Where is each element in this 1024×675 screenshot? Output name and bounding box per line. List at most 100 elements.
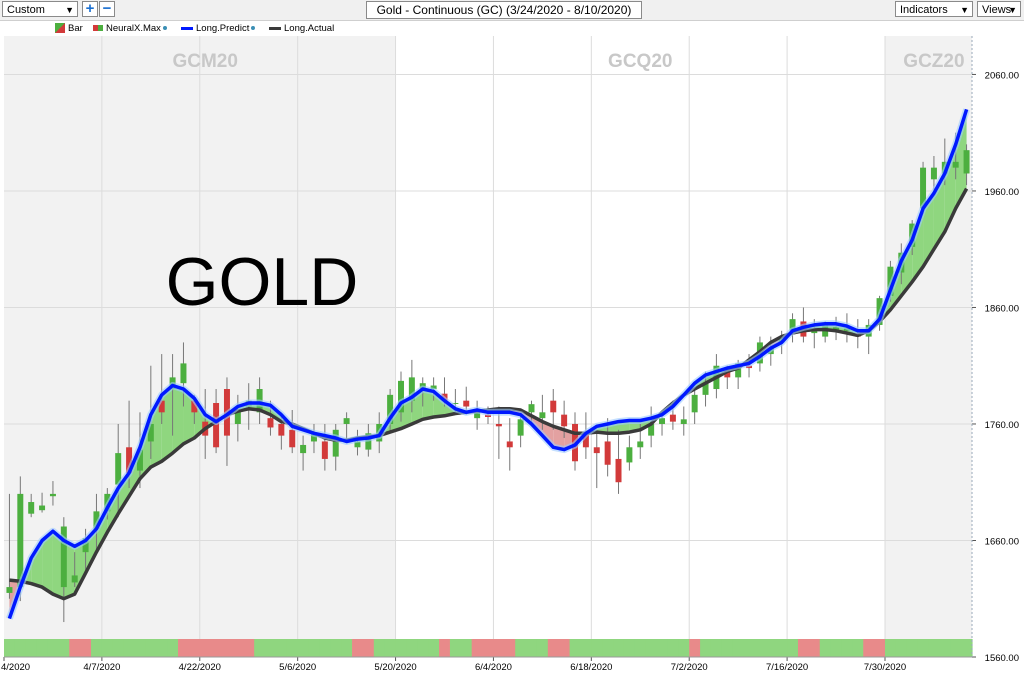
neuralx-cell xyxy=(14,639,27,657)
chevron-down-icon: ▼ xyxy=(960,5,969,15)
legend-item-long-actual[interactable]: Long.Actual xyxy=(269,23,334,34)
y-tick-label: 1960.00 xyxy=(985,187,1019,198)
neuralx-cell xyxy=(906,639,919,657)
neuralx-cell xyxy=(852,639,864,657)
candle-body xyxy=(702,383,709,395)
neuralx-cell xyxy=(134,639,146,657)
neuralx-cell xyxy=(613,639,625,657)
candle-body xyxy=(430,385,437,390)
neuralx-cell xyxy=(91,639,103,657)
candle-body xyxy=(561,414,568,427)
candle-body xyxy=(920,167,927,209)
contract-label: GCQ20 xyxy=(608,51,672,72)
long-predict-line xyxy=(7,108,969,620)
preset-select[interactable]: Custom ▼ xyxy=(2,1,78,17)
settings-dot-icon[interactable] xyxy=(162,26,167,31)
legend-item-long-predict[interactable]: Long.Predict xyxy=(181,23,256,34)
neuralx-cell xyxy=(656,639,669,657)
remove-button[interactable]: − xyxy=(99,1,115,17)
x-tick-label: 4/2020 xyxy=(1,662,30,673)
indicators-select[interactable]: Indicators ▼ xyxy=(895,1,973,17)
neuralx-cell xyxy=(254,639,266,657)
neuralx-cell xyxy=(352,639,364,657)
neuralx-cell xyxy=(841,639,853,657)
neuralx-cell xyxy=(797,639,810,657)
y-tick-label: 1860.00 xyxy=(985,303,1019,314)
neuralx-cell xyxy=(319,639,331,657)
prediction-fill-segment xyxy=(901,239,913,296)
contract-label: GCZ20 xyxy=(903,51,964,72)
candle-body xyxy=(180,363,187,384)
candle-body xyxy=(517,419,524,436)
candle-body xyxy=(310,433,317,442)
candle-body xyxy=(49,493,56,497)
neuralx-cell xyxy=(167,639,179,657)
indicators-select-label: Indicators xyxy=(900,4,948,16)
x-tick-label: 7/30/2020 xyxy=(864,662,906,673)
neuralx-cell xyxy=(504,639,516,657)
candle-body xyxy=(93,511,100,529)
neuralx-cell xyxy=(950,639,962,657)
candle-body xyxy=(550,400,557,413)
candle-body xyxy=(724,371,731,378)
neuralx-cell xyxy=(482,639,495,657)
neuralx-cell xyxy=(145,639,157,657)
bar-icon xyxy=(55,23,65,34)
candle-body xyxy=(28,502,35,514)
neuralx-cell xyxy=(199,639,212,657)
candle-body xyxy=(397,380,404,413)
candle-body xyxy=(82,538,89,553)
neuralx-cell xyxy=(25,639,38,657)
neuralx-cell xyxy=(602,639,614,657)
chevron-down-icon: ▼ xyxy=(1008,5,1017,15)
neuralx-cell xyxy=(710,639,723,657)
prediction-fill-segment xyxy=(923,193,934,267)
neuralx-cell xyxy=(634,639,647,657)
candle-body xyxy=(463,400,470,407)
neuralx-cell xyxy=(297,639,310,657)
neuralx-cell xyxy=(819,639,832,657)
neuralx-cell xyxy=(80,639,92,657)
neuralx-cell xyxy=(884,639,897,657)
neuralx-cell xyxy=(776,639,788,657)
legend-item-neuralx[interactable]: NeuralX.Max xyxy=(93,23,167,34)
candle-body xyxy=(474,412,481,419)
neuralx-cell xyxy=(700,639,712,657)
x-tick-label: 6/4/2020 xyxy=(475,662,512,673)
candle-body xyxy=(71,575,78,583)
neuralx-cell xyxy=(939,639,951,657)
legend-item-bar[interactable]: Bar xyxy=(55,23,83,34)
neuralx-cell xyxy=(243,639,255,657)
contract-shading xyxy=(4,36,972,639)
chart-title[interactable]: Gold - Continuous (GC) (3/24/2020 - 8/10… xyxy=(366,1,642,19)
neuralx-cell xyxy=(58,639,70,657)
chart-watermark: GOLD xyxy=(166,244,359,320)
candle-body xyxy=(648,423,655,436)
neuralx-cell xyxy=(112,639,125,657)
settings-dot-icon[interactable] xyxy=(251,26,256,31)
y-tick-label: 1560.00 xyxy=(985,653,1019,664)
neuralx-cell xyxy=(4,639,16,657)
neuralx-cell xyxy=(330,639,342,657)
neuralx-cell xyxy=(863,639,875,657)
candle-body xyxy=(506,441,513,448)
views-select[interactable]: Views ▼ xyxy=(977,1,1021,17)
neuralx-cell xyxy=(406,639,418,657)
candle-body xyxy=(278,423,285,436)
y-tick-label: 1760.00 xyxy=(985,420,1019,431)
candle-body xyxy=(354,441,361,448)
neuralx-cell xyxy=(830,639,843,657)
neuralx-cell xyxy=(286,639,299,657)
candle-body xyxy=(60,526,67,588)
neuralx-cell xyxy=(460,639,473,657)
candle-body xyxy=(321,441,328,459)
neuralx-cell xyxy=(417,639,429,657)
candle-body xyxy=(485,414,491,417)
add-button[interactable]: + xyxy=(82,1,98,17)
prediction-fill-segment xyxy=(553,426,565,450)
neuralx-cell xyxy=(569,639,582,657)
candle-body xyxy=(191,400,198,413)
neuralx-cell xyxy=(178,639,190,657)
neuralx-cell xyxy=(156,639,168,657)
